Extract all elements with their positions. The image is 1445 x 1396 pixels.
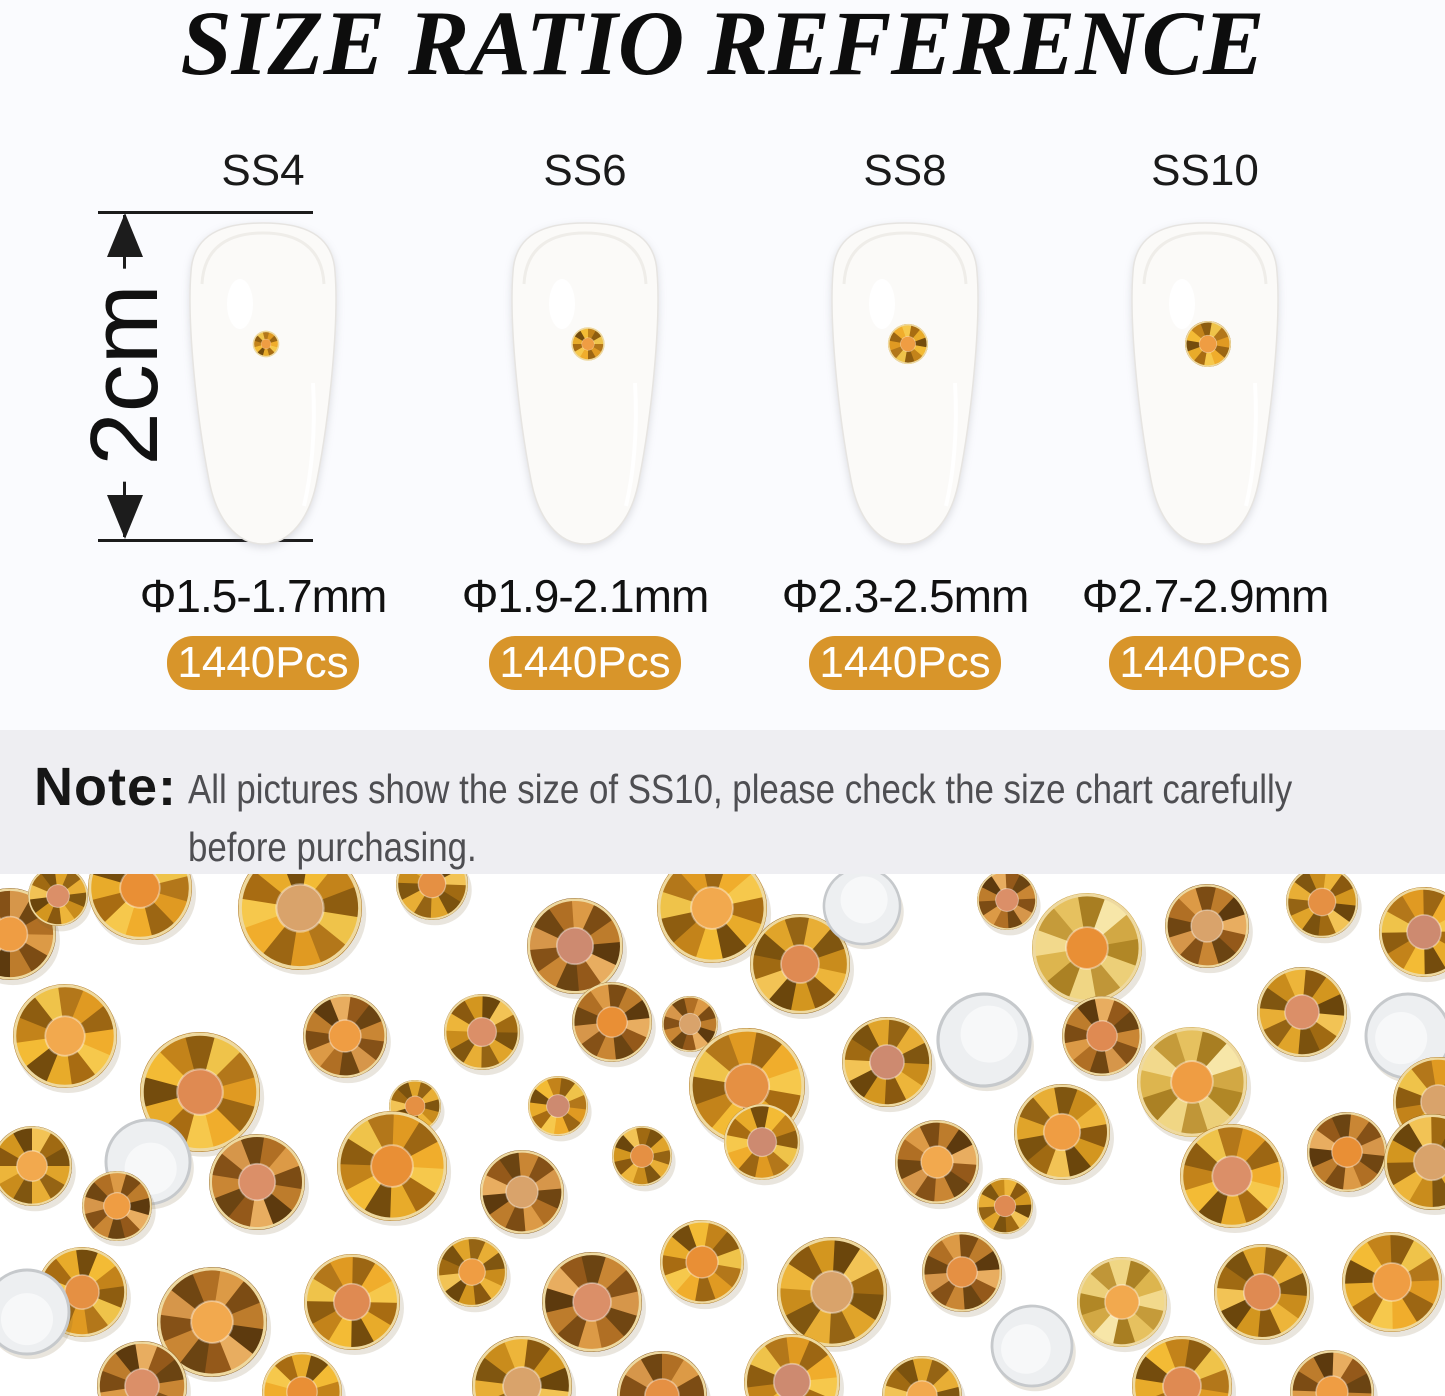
rhinestone-gem (1180, 1124, 1284, 1228)
flipped-rhinestone (936, 992, 1032, 1088)
rhinestone-gem (12, 984, 117, 1088)
rhinestone-gem (1165, 884, 1249, 968)
size-name-label: SS6 (543, 146, 627, 195)
rhinestone-gem (542, 1252, 642, 1352)
rhinestone-gem (0, 1126, 72, 1206)
note-text: All pictures show the size of SS10, plea… (188, 760, 1292, 876)
nail-length-measure: 2cm (66, 205, 320, 545)
rhinestone-gem (571, 327, 605, 361)
rhinestone-gem (1307, 1112, 1387, 1192)
flipped-rhinestone (822, 874, 902, 946)
nail-tip-image (1131, 222, 1279, 545)
rhinestone-gem (882, 1356, 962, 1396)
rhinestone-gem (1062, 996, 1142, 1076)
note-label: Note: (34, 757, 177, 817)
rhinestone-gem (977, 874, 1037, 930)
rhinestone-gem (82, 1171, 152, 1241)
rhinestone-gem (480, 1150, 564, 1234)
rhinestone-gem (303, 994, 387, 1078)
rhinestone-gem (444, 994, 520, 1070)
rhinestone-gem (337, 1111, 447, 1221)
flipped-rhinestone (0, 1268, 71, 1356)
column-ss10: SS10 Φ2.7-2.9mm 1440Pcs (1065, 142, 1345, 690)
measure-bottom-tick (98, 539, 313, 542)
rhinestone-gem (1257, 967, 1347, 1057)
rhinestone-gem (1342, 1232, 1442, 1332)
count-badge: 1440Pcs (167, 636, 359, 690)
rhinestone-gem (238, 874, 362, 970)
rhinestone-gem (437, 1237, 507, 1307)
rhinestone-gem (572, 982, 652, 1062)
rhinestone-gem (1032, 893, 1142, 1003)
column-ss6: SS6 Φ1.9-2.1mm 1440Pcs (445, 142, 725, 690)
rhinestone-gem (527, 898, 623, 994)
size-name-label: SS10 (1151, 146, 1259, 195)
rhinestone-gem (1214, 1244, 1310, 1340)
arrow-up-icon (107, 213, 143, 257)
note-bar: Note: All pictures show the size of SS10… (0, 730, 1445, 874)
diameter-label: Φ2.3-2.5mm (781, 570, 1030, 622)
count-badge: 1440Pcs (1109, 636, 1301, 690)
rhinestone-gem (472, 1336, 572, 1396)
rhinestone-gem (157, 1267, 267, 1377)
measure-top-tick (98, 211, 313, 214)
rhinestone-gem (1286, 874, 1358, 938)
rhinestone-gem (660, 1220, 744, 1304)
rhinestone-gem (1379, 887, 1445, 977)
note-text-line2: before purchasing. (188, 824, 477, 870)
rhinestones-photo (0, 874, 1445, 1396)
rhinestone-gem (1077, 1257, 1167, 1347)
rhinestone-gem (922, 1232, 1002, 1312)
size-name-label: SS4 (221, 146, 305, 195)
rhinestone-gem (1185, 321, 1231, 367)
rhinestone-gem (612, 1126, 672, 1186)
count-badge: 1440Pcs (809, 636, 1001, 690)
rhinestone-gem (617, 1351, 707, 1396)
nail-tip (123, 218, 403, 550)
rhinestone-gem (262, 1352, 342, 1396)
rhinestones-photo-svg (0, 874, 1445, 1396)
rhinestone-gem (724, 1104, 800, 1180)
nail-tip-image (511, 222, 659, 545)
rhinestone-gem (1290, 1350, 1374, 1396)
rhinestone-gem (662, 996, 718, 1052)
rhinestone-gem (304, 1254, 400, 1350)
rhinestone-gem (887, 323, 929, 365)
diameter-label: Φ2.7-2.9mm (1081, 570, 1330, 622)
rhinestone-gem (140, 1032, 260, 1152)
rhinestone-gem (396, 874, 468, 920)
diameter-label: Φ1.5-1.7mm (139, 570, 388, 622)
nail-tip-image (189, 222, 337, 545)
nail-tip (445, 218, 725, 550)
arrow-down-icon (107, 495, 143, 539)
nail-tip (765, 218, 1045, 550)
rhinestone-gem (97, 1341, 187, 1396)
nail-tip (1065, 218, 1345, 550)
rhinestone-gem (252, 330, 280, 358)
page-title: SIZE RATIO REFERENCE (180, 0, 1265, 94)
rhinestone-gem (744, 1334, 840, 1396)
flipped-rhinestone (1364, 992, 1445, 1080)
rhinestone-gem (1384, 1114, 1445, 1210)
count-badge: 1440Pcs (489, 636, 681, 690)
rhinestone-gem (842, 1017, 932, 1107)
column-ss4: SS4 Φ1.5-1.7mm 1440Pcs (123, 142, 403, 690)
flipped-rhinestone (990, 1304, 1074, 1388)
rhinestone-gem (1014, 1084, 1110, 1180)
size-name-label: SS8 (863, 146, 947, 195)
rhinestone-gem (657, 874, 767, 963)
column-ss8: SS8 Φ2.3-2.5mm 1440Pcs (765, 142, 1045, 690)
rhinestone-gem (895, 1120, 979, 1204)
rhinestone-gem (977, 1178, 1033, 1234)
nail-tip-image (831, 222, 979, 545)
rhinestone-gem (27, 874, 88, 926)
note-text-line1: All pictures show the size of SS10, plea… (188, 766, 1293, 812)
rhinestone-gem (88, 874, 192, 940)
rhinestone-gem (528, 1076, 588, 1136)
rhinestone-gem (777, 1237, 887, 1347)
rhinestone-gem (1137, 1027, 1247, 1137)
rhinestone-gem (209, 1134, 305, 1230)
diameter-label: Φ1.9-2.1mm (461, 570, 710, 622)
